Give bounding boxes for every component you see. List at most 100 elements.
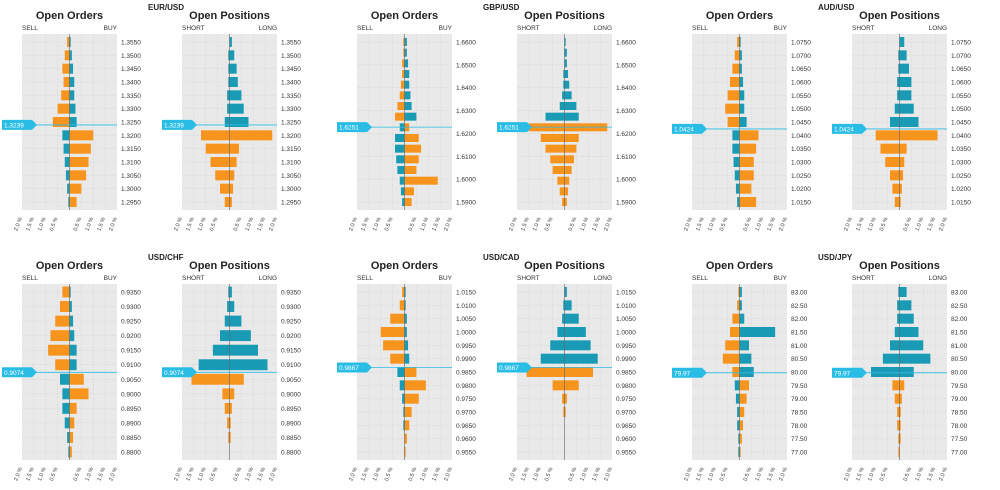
y-tick-label: 80.50 xyxy=(791,356,808,363)
x-tick-label: 1.0 % xyxy=(37,217,47,232)
y-tick-label: 1.6400 xyxy=(456,85,476,92)
sell-bar xyxy=(52,117,70,127)
y-tick-label: 80.50 xyxy=(951,356,968,363)
orders-title: Open Orders xyxy=(705,260,774,272)
sell-bar xyxy=(68,197,70,207)
sell-bar xyxy=(62,286,70,298)
positions-right-label: LONG xyxy=(929,275,947,282)
buy-bar xyxy=(404,59,409,68)
y-tick-label: 83.00 xyxy=(791,290,808,297)
buy-bar xyxy=(739,183,752,194)
y-tick-label: 0.9200 xyxy=(121,333,141,340)
short-bar xyxy=(898,287,900,297)
short-bar xyxy=(228,286,230,298)
y-tick-label: 1.0200 xyxy=(791,186,811,193)
long-bar xyxy=(229,103,244,114)
buy-bar xyxy=(404,144,422,153)
buy-bar xyxy=(404,176,438,185)
x-tick-label: 2.0 % xyxy=(268,467,278,482)
y-tick-label: 1.0650 xyxy=(791,66,811,73)
x-tick-label: 1.5 % xyxy=(97,467,107,482)
buy-bar xyxy=(404,287,406,297)
buy-bar xyxy=(404,112,417,121)
y-tick-label: 83.00 xyxy=(951,290,968,297)
price-marker xyxy=(337,362,372,373)
short-bar xyxy=(898,63,900,74)
orders-chart: SELL BUY 1.0750 1.0700 1.0650 1.0600 1.0550 1.0… xyxy=(672,25,811,232)
pair-group-usd-cad: USD/CAD SELL BUY 1.0150 1.0100 1.0050 1.0000 0.… xyxy=(335,250,665,490)
sell-bar xyxy=(402,287,405,297)
buy-bar xyxy=(739,170,754,181)
y-tick-label: 1.6100 xyxy=(616,154,636,161)
sell-bar xyxy=(732,313,740,324)
positions-chart: SHORT LONG 1.3550 1.3500 1.3450 1.3400 1.3350 1… xyxy=(162,25,301,232)
y-tick-label: 1.3450 xyxy=(121,66,141,73)
y-tick-label: 79.50 xyxy=(791,383,808,390)
price-marker xyxy=(832,367,867,378)
y-tick-label: 1.2950 xyxy=(121,200,141,207)
short-bar xyxy=(880,143,900,154)
long-bar xyxy=(229,90,242,101)
x-tick-label: 1.5 % xyxy=(767,467,777,482)
x-tick-label: 0.5 % xyxy=(719,467,729,482)
y-tick-label: 81.50 xyxy=(951,330,968,337)
price-marker-label: 79.97 xyxy=(834,370,851,377)
x-tick-label: 1.5 % xyxy=(25,217,35,232)
long-bar xyxy=(899,50,907,61)
positions-chart: SHORT LONG 0.9350 0.9300 0.9250 0.9200 0.9150 0… xyxy=(162,275,301,482)
long-bar xyxy=(899,130,938,141)
y-tick-label: 81.00 xyxy=(951,343,968,350)
y-tick-label: 81.00 xyxy=(791,343,808,350)
y-tick-label: 0.9750 xyxy=(616,396,636,403)
orders-left-label: SELL xyxy=(692,275,708,282)
short-bar xyxy=(545,112,565,121)
positions-title: Open Positions xyxy=(189,10,270,22)
long-bar xyxy=(564,59,567,68)
positions-title: Open Positions xyxy=(189,260,270,272)
x-tick-label: 1.5 % xyxy=(360,217,370,232)
y-tick-label: 1.0250 xyxy=(791,173,811,180)
buy-bar xyxy=(404,380,426,391)
sell-bar xyxy=(733,157,740,167)
short-bar xyxy=(559,102,565,110)
sell-bar xyxy=(730,327,740,337)
short-bar xyxy=(198,359,230,371)
sell-bar xyxy=(62,388,70,400)
sell-bar xyxy=(722,353,740,364)
buy-bar xyxy=(69,90,75,101)
price-marker-label: 79.97 xyxy=(674,370,691,377)
y-tick-label: 0.8900 xyxy=(281,420,301,427)
x-tick-label: 2.0 % xyxy=(443,217,453,232)
long-bar xyxy=(564,393,567,404)
x-tick-label: 1.0 % xyxy=(245,217,255,232)
buy-bar xyxy=(404,48,407,57)
buy-bar xyxy=(69,103,76,114)
short-bar xyxy=(540,353,565,364)
sell-bar xyxy=(727,90,740,101)
orders-chart: SELL BUY 1.6600 1.6500 1.6400 1.6300 1.6200 1.6… xyxy=(337,25,476,232)
y-tick-label: 81.50 xyxy=(791,330,808,337)
long-bar xyxy=(229,402,232,414)
short-bar xyxy=(220,183,230,194)
x-tick-label: 0.5 % xyxy=(879,467,889,482)
x-tick-label: 1.5 % xyxy=(927,467,937,482)
y-tick-label: 1.3050 xyxy=(281,173,301,180)
y-tick-label: 1.0350 xyxy=(791,146,811,153)
y-tick-label: 1.0300 xyxy=(951,160,971,167)
y-tick-label: 0.9700 xyxy=(616,410,636,417)
pair-label: USD/JPY xyxy=(818,253,853,262)
y-tick-label: 1.0200 xyxy=(951,186,971,193)
pair-group-usd-chf: USD/CHF SELL BUY 0.9350 0.9300 0.9250 0.9200 0.… xyxy=(0,250,330,490)
y-tick-label: 79.50 xyxy=(951,383,968,390)
sell-bar xyxy=(402,198,405,206)
sell-bar xyxy=(737,197,740,207)
x-tick-label: 1.5 % xyxy=(927,217,937,232)
x-tick-label: 1.5 % xyxy=(592,217,602,232)
x-tick-label: 0.5 % xyxy=(73,217,83,232)
buy-bar xyxy=(739,407,745,417)
x-tick-label: 2.0 % xyxy=(938,217,948,232)
short-bar xyxy=(897,407,900,417)
price-marker xyxy=(162,119,197,130)
positions-title: Open Positions xyxy=(859,260,940,272)
short-bar xyxy=(550,155,565,164)
